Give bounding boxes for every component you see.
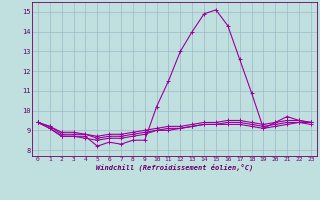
X-axis label: Windchill (Refroidissement éolien,°C): Windchill (Refroidissement éolien,°C) bbox=[96, 164, 253, 171]
